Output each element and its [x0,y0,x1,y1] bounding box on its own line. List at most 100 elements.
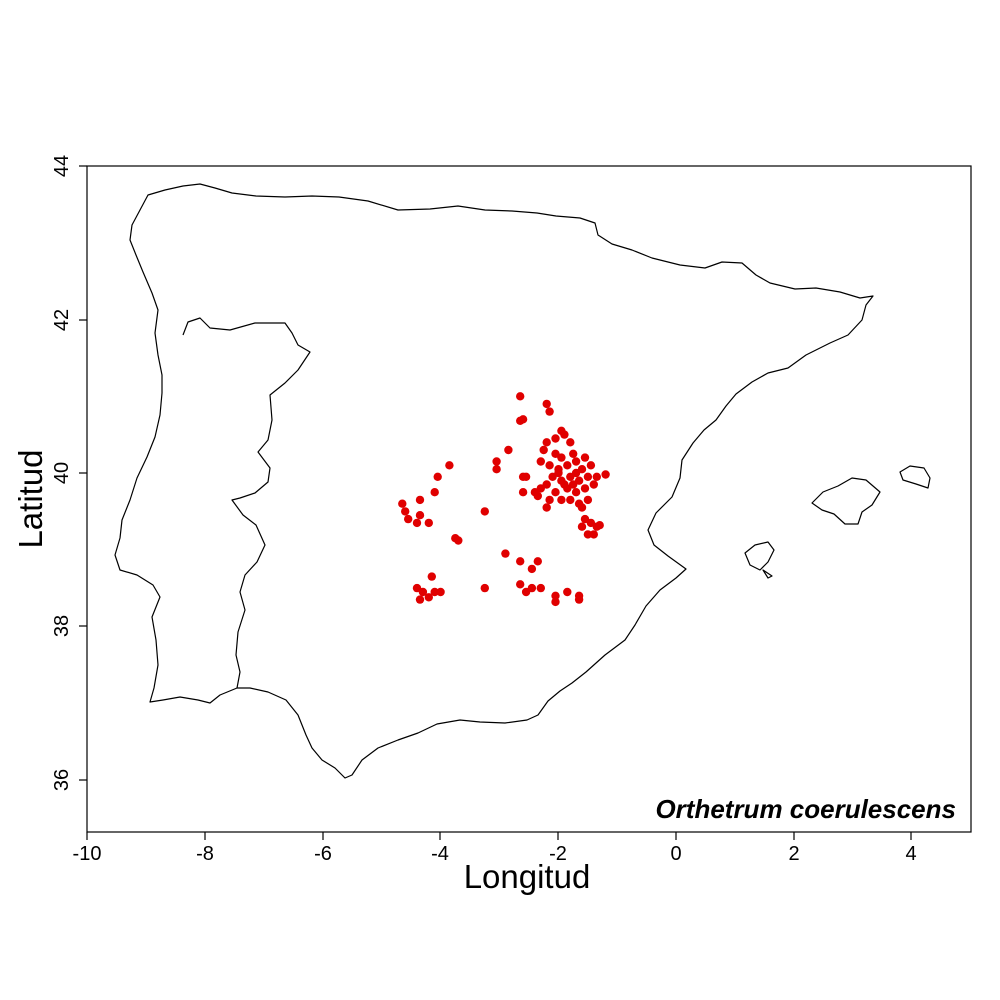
x-tick-label: -4 [431,843,449,865]
occurrence-points [398,392,610,607]
y-tick-label: 38 [51,615,73,637]
occurrence-point [516,392,525,401]
occurrence-point [401,507,410,516]
occurrence-point [545,407,554,416]
occurrence-point [412,518,422,528]
occurrence-point [601,470,610,479]
occurrence-point [518,488,528,497]
occurrence-point [569,480,578,489]
coastline-basemap [114,183,931,779]
x-tick-label: -6 [314,843,332,865]
occurrence-point [589,530,598,539]
occurrence-point [404,514,413,524]
occurrence-point [554,468,563,478]
occurrence-point [557,453,566,462]
occurrence-point [454,536,463,545]
occurrence-point [551,591,560,600]
occurrence-point [569,449,578,458]
occurrence-point [492,465,501,474]
occurrence-point [533,557,542,566]
occurrence-point [560,480,569,489]
occurrence-point [492,457,501,466]
occurrence-point [424,593,433,602]
occurrence-point [566,438,575,447]
y-tick-label: 40 [51,462,73,484]
occurrence-point [571,468,581,478]
x-tick-labels: -10 -8 -6 -4 -2 0 2 4 [73,843,917,865]
portugal-spain-border [182,317,311,689]
occurrence-point [536,583,545,593]
occurrence-point [424,518,433,528]
occurrence-point [516,557,525,566]
formentera-outline [762,569,773,579]
occurrence-point [563,587,572,597]
x-tick-label: -10 [73,843,102,865]
x-tick-label: 0 [670,843,681,865]
occurrence-point [595,521,604,530]
occurrence-point [592,472,601,481]
occurrence-point [589,480,598,489]
iberian-peninsula-coastline [114,183,874,779]
occurrence-point [504,445,513,455]
occurrence-point [480,507,489,516]
occurrence-point [577,522,587,531]
y-tick-label: 44 [51,155,73,177]
occurrence-point [586,461,596,470]
occurrence-point [433,472,442,481]
occurrence-point [560,430,569,439]
occurrence-point [415,595,425,604]
occurrence-point [545,495,554,505]
x-tick-label: 4 [905,843,916,865]
x-tick-label: -2 [549,843,567,865]
plot-frame [86,165,972,833]
occurrence-point [542,480,551,489]
occurrence-point [530,488,540,497]
occurrence-point [527,564,537,574]
occurrence-point [551,597,560,607]
occurrence-point [580,484,590,493]
y-tick-labels: 36 38 40 42 44 [51,155,73,791]
occurrence-point [527,583,537,593]
occurrence-point [542,399,551,409]
occurrence-point [583,495,593,505]
y-tick-label: 42 [51,309,73,331]
occurrence-point [583,530,593,539]
occurrence-point [542,438,551,447]
occurrence-point [518,472,528,481]
species-label: Orthetrum coerulescens [655,794,956,824]
y-axis-title: Latitud [12,449,49,548]
menorca-outline [899,465,931,489]
occurrence-point [542,503,551,512]
occurrence-point [536,457,545,466]
occurrence-point [551,488,560,497]
occurrence-point [415,511,425,520]
occurrence-point [427,572,436,581]
occurrence-point [445,461,454,470]
occurrence-point [412,583,422,593]
occurrence-point [580,453,590,462]
mallorca-outline [811,477,881,525]
occurrence-point [551,434,560,443]
y-axis [79,165,87,781]
occurrence-point [557,495,566,505]
x-axis-title: Longitud [464,858,591,895]
occurrence-point [501,549,510,558]
x-tick-label: -8 [196,843,214,865]
occurrence-point [539,445,548,455]
occurrence-point [566,495,575,505]
occurrence-point [430,488,439,497]
ibiza-outline [744,541,775,571]
occurrence-point [583,472,593,481]
occurrence-point [415,495,425,505]
occurrence-point [398,499,407,508]
x-tick-label: 2 [788,843,799,865]
occurrence-point [516,416,525,425]
occurrence-point [577,503,587,512]
x-axis [86,832,912,840]
y-tick-label: 36 [51,769,73,791]
occurrence-point [430,587,439,597]
occurrence-point [516,580,525,589]
occurrence-point [574,595,584,604]
occurrence-point [480,583,489,593]
